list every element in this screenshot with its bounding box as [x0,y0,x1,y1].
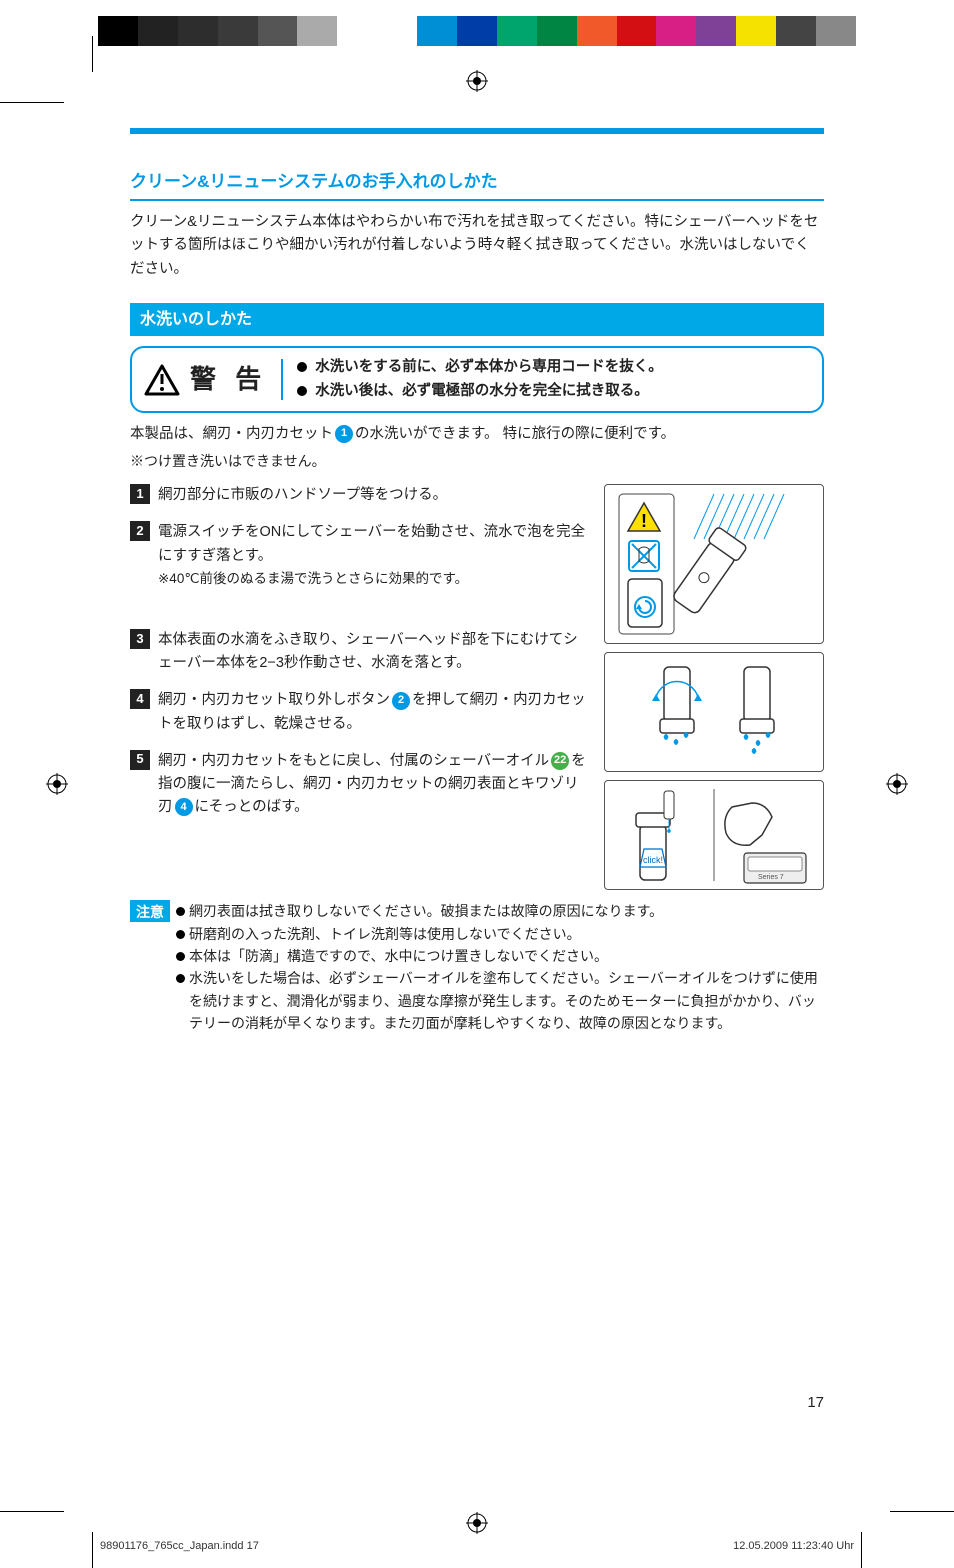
footer-timestamp: 12.05.2009 11:23:40 Uhr [733,1538,854,1556]
step-item: 3 本体表面の水滴をふき取り、シェーバーヘッド部を下にむけてシェーバー本体を2−… [130,629,590,675]
step-number: 1 [130,484,150,504]
ref-circle-icon: 1 [335,425,353,443]
illustration-oil: click! Series 7 [604,780,824,890]
warning-box: 警 告 水洗いをする前に、必ず本体から専用コードを抜く。 水洗い後は、必ず電極部… [130,346,824,412]
page-number: 17 [807,1391,824,1415]
illustration-rinse: ! [604,484,824,644]
registration-mark-icon [466,1512,488,1534]
note-text: ※つけ置き洗いはできません。 [130,450,824,472]
sub-header: 水洗いのしかた [130,303,824,337]
footer-filename: 98901176_765cc_Japan.indd 17 [100,1538,259,1556]
warning-triangle-icon [144,364,180,396]
step-number: 2 [130,521,150,541]
step-item: 2 電源スイッチをONにしてシェーバーを始動させ、流水で泡を完全にすすぎ落とす。… [130,521,590,591]
ref-circle-icon: 4 [175,798,193,816]
section-title: クリーン&リニューシステムのお手入れのしかた [130,168,824,201]
registration-mark-icon [46,773,68,795]
caution-block: 注意 網刃表面は拭き取りしないでください。破損または故障の原因になります。 研磨… [130,900,824,1034]
caution-item: 本体は「防滴」構造ですので、水中につけ置きしないでください。 [189,945,824,967]
ref-circle-icon: 2 [392,692,410,710]
step-text: 電源スイッチをONにしてシェーバーを始動させ、流水で泡を完全にすすぎ落とす。 ※… [158,521,590,591]
warning-line: 水洗い後は、必ず電極部の水分を完全に拭き取る。 [315,380,649,403]
warning-label: 警 告 [190,359,267,401]
ref-circle-icon: 22 [551,752,569,770]
step-text: 網刃部分に市販のハンドソープ等をつける。 [158,484,590,507]
step-number: 3 [130,629,150,649]
registration-mark-icon [466,70,488,92]
caution-item: 水洗いをした場合は、必ずシェーバーオイルを塗布してください。シェーバーオイルをつ… [189,967,824,1034]
intro-paragraph: クリーン&リニューシステム本体はやわらかい布で汚れを拭き取ってください。特にシェ… [130,211,824,281]
step-number: 4 [130,689,150,709]
step-text: 本体表面の水滴をふき取り、シェーバーヘッド部を下にむけてシェーバー本体を2−3秒… [158,629,590,675]
warning-text: 水洗いをする前に、必ず本体から専用コードを抜く。 水洗い後は、必ず電極部の水分を… [297,356,663,402]
caution-item: 研磨剤の入った洗剤、トイレ洗剤等は使用しないでください。 [189,923,824,945]
step-text: 網刃・内刃カセット取り外しボタン2を押して網刃・内刃カセットを取りはずし、乾燥さ… [158,689,590,735]
step-item: 4 網刃・内刃カセット取り外しボタン2を押して網刃・内刃カセットを取りはずし、乾… [130,689,590,735]
print-color-bar [98,16,856,46]
body-text: 本製品は、網刃・内刃カセット1の水洗いができます。 特に旅行の際に便利です。 [130,423,824,446]
warning-line: 水洗いをする前に、必ず本体から専用コードを抜く。 [315,356,663,379]
svg-text:click!: click! [643,855,663,865]
step-item: 5 網刃・内刃カセットをもとに戻し、付属のシェーバーオイル22を指の腹に一滴たら… [130,750,590,820]
registration-mark-icon [886,773,908,795]
caution-item: 網刃表面は拭き取りしないでください。破損または故障の原因になります。 [189,900,824,922]
svg-text:Series 7: Series 7 [758,874,784,881]
illustration-shake [604,652,824,772]
step-number: 5 [130,750,150,770]
caution-tag: 注意 [130,900,170,922]
step-item: 1 網刃部分に市販のハンドソープ等をつける。 [130,484,590,507]
header-rule [130,128,824,134]
svg-text:!: ! [641,511,647,531]
step-text: 網刃・内刃カセットをもとに戻し、付属のシェーバーオイル22を指の腹に一滴たらし、… [158,750,590,820]
